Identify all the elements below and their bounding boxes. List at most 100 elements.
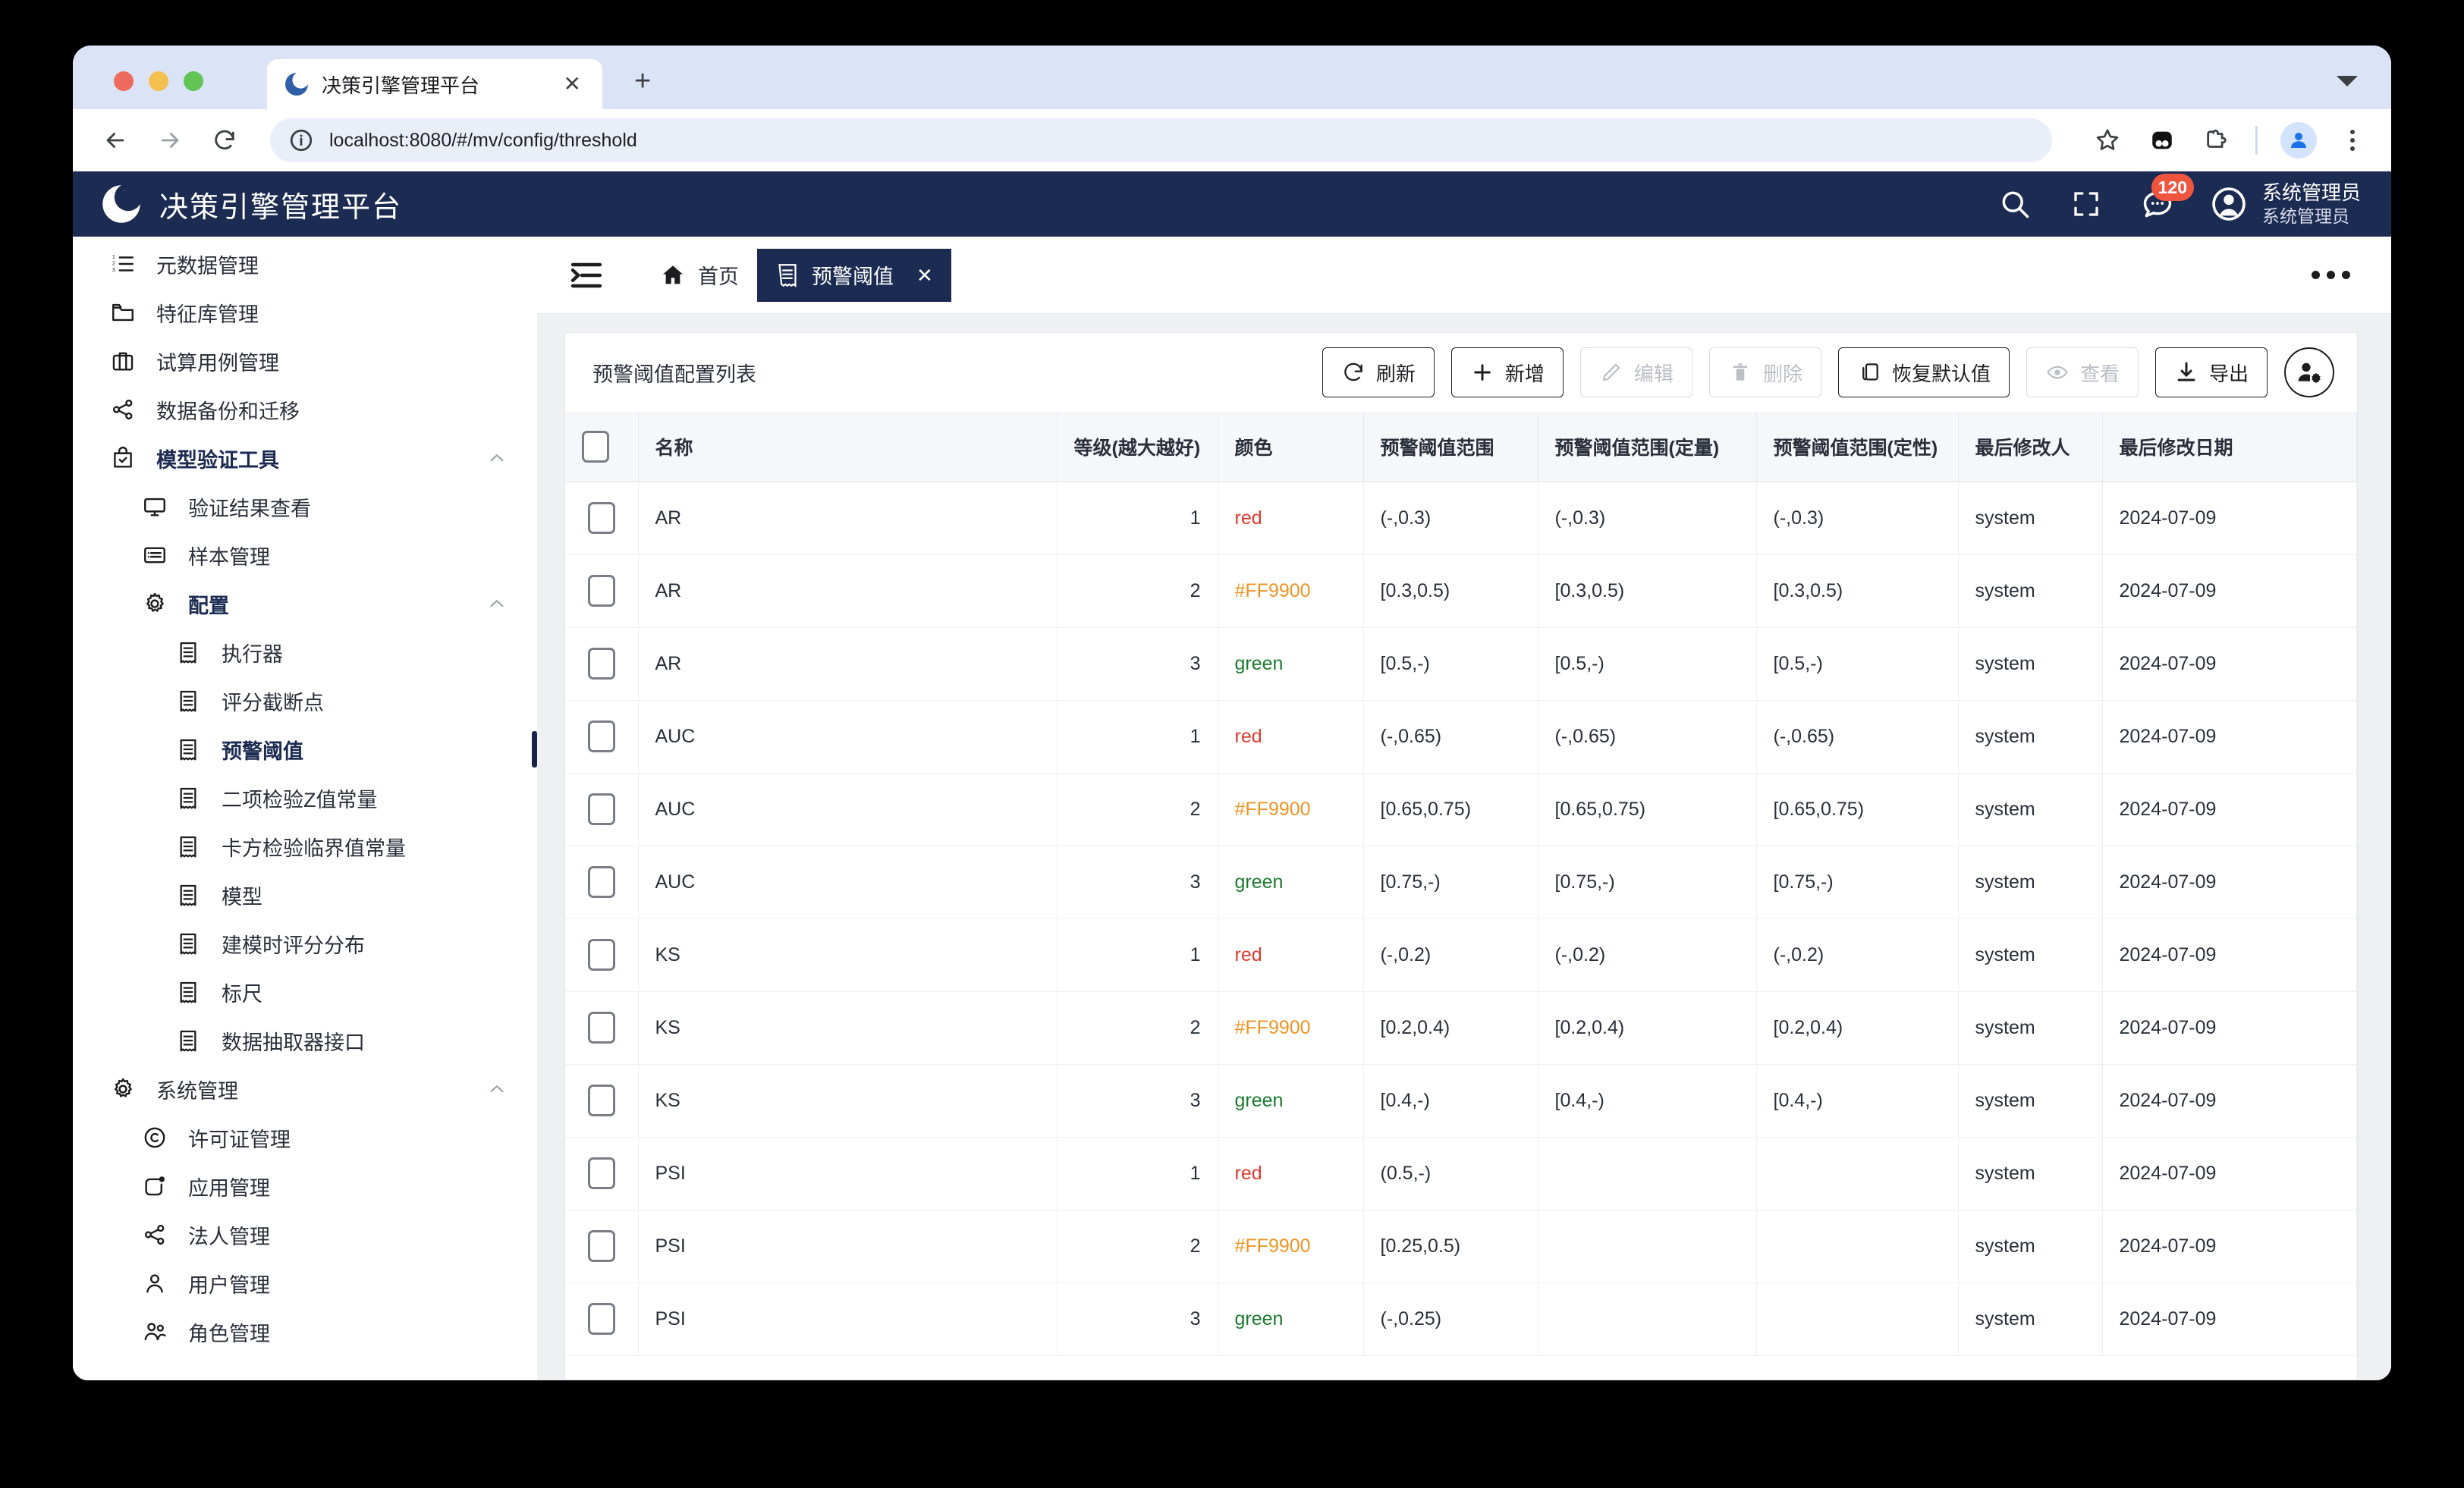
row-checkbox-cell[interactable]: [565, 554, 639, 628]
table-row[interactable]: AR 3 green [0.5,-) [0.5,-) [0.5,-) system 2024-…: [565, 627, 2357, 701]
row-checkbox-cell[interactable]: [565, 482, 639, 555]
kebab-menu-icon[interactable]: [2340, 127, 2365, 154]
row-checkbox[interactable]: [587, 1303, 615, 1335]
sidebar-item-3[interactable]: 试算用例管理: [73, 337, 537, 385]
sidebar-item-14[interactable]: 模型: [73, 871, 537, 919]
tab-home[interactable]: 首页: [642, 249, 757, 302]
sidebar-item-12[interactable]: 二项检验Z值常量: [73, 774, 537, 822]
select-all-checkbox[interactable]: [582, 430, 609, 463]
table-row[interactable]: AUC 2 #FF9900 [0.65,0.75) [0.65,0.75) [0.65,0…: [565, 773, 2357, 846]
reload-icon[interactable]: [208, 124, 241, 157]
row-checkbox[interactable]: [587, 939, 615, 971]
user-menu[interactable]: 系统管理员 系统管理员: [2209, 181, 2361, 227]
table-row[interactable]: PSI 1 red (0.5,-) system 2024-07-09: [565, 1137, 2357, 1210]
sidebar-item-7[interactable]: 样本管理: [73, 531, 537, 579]
sidebar-item-6[interactable]: 验证结果查看: [73, 482, 537, 531]
chevron-up-icon[interactable]: [486, 592, 508, 615]
sidebar-item-11[interactable]: 预警阈值: [73, 725, 537, 774]
table-row[interactable]: PSI 3 green (-,0.25) system 2024-07-09: [565, 1282, 2357, 1356]
chevron-up-icon[interactable]: [486, 1078, 508, 1100]
sidebar-item-13[interactable]: 卡方检验临界值常量: [73, 822, 537, 871]
row-checkbox[interactable]: [587, 720, 615, 752]
forward-arrow-icon[interactable]: [153, 124, 187, 157]
sidebar-item-19[interactable]: 许可证管理: [73, 1113, 537, 1162]
table-row[interactable]: AUC 1 red (-,0.65) (-,0.65) (-,0.65) system 202…: [565, 700, 2357, 774]
row-checkbox-cell[interactable]: [565, 991, 639, 1065]
sidebar-item-label: 数据备份和迁移: [156, 400, 300, 423]
sidebar-item-10[interactable]: 评分截断点: [73, 677, 537, 725]
row-checkbox[interactable]: [587, 1230, 615, 1262]
row-checkbox-cell[interactable]: [565, 1282, 639, 1356]
close-window-button[interactable]: [114, 71, 134, 91]
star-icon[interactable]: [2092, 124, 2123, 156]
monitor-icon: [138, 494, 171, 520]
chevron-up-icon[interactable]: [486, 447, 508, 469]
address-bar[interactable]: localhost:8080/#/mv/config/threshold: [270, 118, 2052, 162]
info-circle-icon[interactable]: [288, 127, 314, 153]
sidebar-item-9[interactable]: 执行器: [73, 628, 537, 677]
row-checkbox-cell[interactable]: [565, 1064, 639, 1138]
row-checkbox[interactable]: [587, 866, 615, 898]
sidebar-item-21[interactable]: 法人管理: [73, 1210, 537, 1259]
panda-extension-icon[interactable]: [2146, 124, 2178, 156]
table-row[interactable]: KS 2 #FF9900 [0.2,0.4) [0.2,0.4) [0.2,0.4) sys…: [565, 991, 2357, 1065]
minimize-window-button[interactable]: [149, 71, 168, 91]
sidebar-item-1[interactable]: 1 2 3 元数据管理: [73, 240, 537, 288]
table-scroll-area[interactable]: 名称 等级(越大越好) 颜色 预警阈值范围 预警阈值范围(定量) 预警阈值范围(定性) 最后…: [565, 412, 2357, 1380]
row-checkbox-cell[interactable]: [565, 1210, 639, 1283]
table-row[interactable]: AR 2 #FF9900 [0.3,0.5) [0.3,0.5) [0.3,0.5) sys…: [565, 554, 2357, 628]
row-checkbox[interactable]: [587, 502, 615, 534]
fullscreen-icon[interactable]: [2066, 184, 2106, 224]
new-tab-button[interactable]: +: [634, 65, 652, 97]
receipt-icon: [171, 639, 205, 665]
table-row[interactable]: PSI 2 #FF9900 [0.25,0.5) system 2024-07-09: [565, 1210, 2357, 1283]
close-icon[interactable]: ✕: [563, 72, 581, 96]
sidebar-item-4[interactable]: 数据备份和迁移: [73, 385, 537, 434]
sidebar-item-18[interactable]: 系统管理: [73, 1065, 537, 1113]
table-row[interactable]: AR 1 red (-,0.3) (-,0.3) (-,0.3) system 2024-07…: [565, 482, 2357, 555]
toolbar-button-download[interactable]: 导出: [2154, 347, 2268, 397]
row-checkbox-cell[interactable]: [565, 846, 639, 919]
row-checkbox[interactable]: [587, 1157, 615, 1189]
back-arrow-icon[interactable]: [99, 124, 132, 157]
row-checkbox-cell[interactable]: [565, 627, 639, 701]
sidebar-item-23[interactable]: 角色管理: [73, 1307, 537, 1356]
toolbar-button-restore[interactable]: 恢复默认值: [1837, 347, 2010, 397]
table-row[interactable]: KS 3 green [0.4,-) [0.4,-) [0.4,-) system 2024-…: [565, 1064, 2357, 1138]
puzzle-piece-icon[interactable]: [2201, 124, 2233, 156]
user-settings-icon[interactable]: [2284, 347, 2334, 397]
sidebar-item-5[interactable]: 模型验证工具: [73, 434, 537, 482]
sidebar-item-16[interactable]: 标尺: [73, 968, 537, 1016]
toolbar-button-refresh[interactable]: 刷新: [1322, 347, 1435, 397]
row-checkbox[interactable]: [587, 793, 615, 825]
row-checkbox-cell[interactable]: [565, 773, 639, 846]
tab-threshold[interactable]: 预警阈值 ✕: [757, 248, 951, 302]
browser-tab[interactable]: 决策引擎管理平台 ✕: [267, 59, 602, 109]
table-row[interactable]: KS 1 red (-,0.2) (-,0.2) (-,0.2) system 2024-07…: [565, 918, 2357, 992]
sidebar-item-15[interactable]: 建模时评分分布: [73, 919, 537, 968]
profile-avatar-icon[interactable]: [2280, 122, 2317, 159]
message-bubble-icon[interactable]: 120: [2138, 174, 2194, 224]
sidebar-item-8[interactable]: 配置: [73, 579, 537, 628]
toolbar-button-plus[interactable]: 新增: [1450, 347, 1564, 397]
maximize-window-button[interactable]: [184, 71, 203, 91]
row-checkbox-cell[interactable]: [565, 1137, 639, 1210]
row-checkbox-cell[interactable]: [565, 700, 639, 774]
close-icon[interactable]: ✕: [916, 263, 933, 287]
row-checkbox-cell[interactable]: [565, 918, 639, 992]
collapse-sidebar-icon[interactable]: [564, 253, 608, 297]
chevron-down-icon[interactable]: [2337, 76, 2358, 86]
search-icon[interactable]: [1995, 184, 2035, 224]
sidebar-item-20[interactable]: 应用管理: [73, 1162, 537, 1210]
table-row[interactable]: AUC 3 green [0.75,-) [0.75,-) [0.75,-) system 2…: [565, 846, 2357, 919]
row-checkbox[interactable]: [587, 575, 615, 607]
row-checkbox[interactable]: [587, 648, 615, 680]
row-checkbox[interactable]: [587, 1085, 615, 1116]
sidebar-item-22[interactable]: 用户管理: [73, 1259, 537, 1307]
more-dots-icon[interactable]: [2304, 263, 2358, 287]
row-checkbox[interactable]: [587, 1012, 615, 1044]
sidebar-item-17[interactable]: 数据抽取器接口: [73, 1016, 537, 1065]
sidebar-item-2[interactable]: 特征库管理: [73, 288, 537, 337]
sidebar-item-label: 建模时评分分布: [222, 934, 365, 957]
